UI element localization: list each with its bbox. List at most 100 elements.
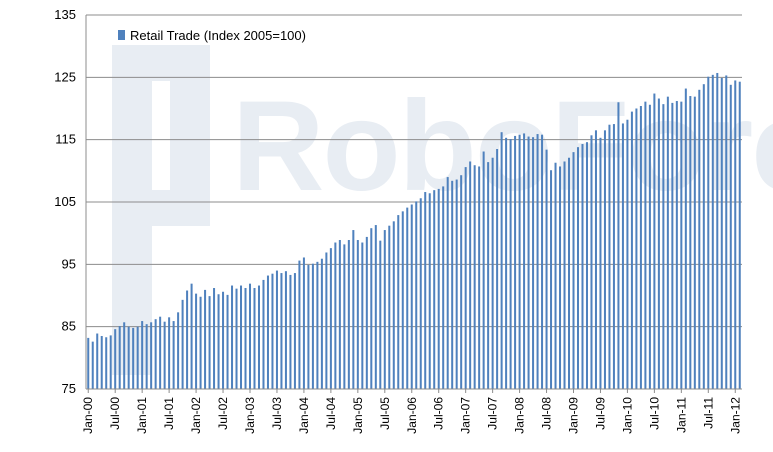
bar: [365, 236, 368, 389]
bar: [621, 123, 624, 390]
bar: [487, 162, 490, 389]
x-tick-label: Jan-11: [674, 397, 688, 433]
bar: [590, 135, 593, 389]
bar: [253, 288, 256, 389]
bar: [460, 175, 463, 389]
bar: [563, 161, 566, 389]
bar: [478, 166, 481, 389]
bar: [307, 264, 310, 389]
bar: [635, 108, 638, 389]
bar: [550, 170, 553, 389]
bar: [136, 326, 139, 389]
bar: [536, 134, 539, 389]
bar: [568, 157, 571, 389]
bar: [109, 335, 112, 389]
bar: [271, 273, 274, 389]
bar: [163, 321, 166, 389]
y-tick-label: 85: [62, 319, 76, 334]
x-tick-label: Jan-01: [135, 397, 149, 434]
bar: [181, 299, 184, 389]
bar: [518, 134, 521, 389]
bar: [217, 294, 220, 389]
bar: [716, 72, 719, 389]
bar: [311, 263, 314, 389]
bar: [428, 193, 431, 389]
bar: [208, 296, 211, 389]
bar: [630, 111, 633, 390]
bar: [653, 93, 656, 389]
bar: [383, 230, 386, 389]
bar: [145, 324, 148, 389]
bar: [406, 207, 409, 389]
bar: [338, 240, 341, 389]
bar: [720, 77, 723, 390]
bar: [500, 132, 503, 389]
bar: [352, 230, 355, 389]
bars: [87, 72, 741, 390]
bar: [698, 89, 701, 390]
bar: [419, 198, 422, 389]
bar: [356, 240, 359, 389]
bar: [401, 211, 404, 389]
bar: [594, 130, 597, 389]
y-tick-label: 75: [62, 381, 76, 396]
bar: [361, 242, 364, 389]
bar: [424, 192, 427, 389]
legend-swatch: [118, 30, 125, 40]
bar: [213, 288, 216, 389]
bar: [275, 270, 278, 389]
bar: [289, 274, 292, 389]
bar: [545, 149, 548, 389]
bar: [648, 104, 651, 389]
bar: [572, 152, 575, 389]
y-axis: 75 85 95 105 115 125 135: [54, 7, 87, 396]
bar: [392, 221, 395, 389]
bar: [244, 288, 247, 389]
bar: [172, 321, 175, 389]
bar: [190, 283, 193, 389]
bar: [684, 88, 687, 390]
bar: [689, 96, 692, 389]
bar: [509, 139, 512, 389]
y-tick-label: 135: [54, 7, 76, 22]
bar: [199, 296, 202, 389]
bar: [186, 290, 189, 389]
bar: [379, 240, 382, 389]
bar: [293, 273, 296, 389]
bar: [141, 321, 144, 389]
x-tick-label: Jul-10: [647, 397, 661, 430]
bar: [91, 341, 94, 389]
bar: [473, 165, 476, 389]
bar: [415, 201, 418, 389]
x-tick-label: Jul-06: [432, 397, 446, 430]
bar: [626, 119, 629, 389]
bar: [559, 166, 562, 389]
bar: [320, 258, 323, 389]
x-tick-label: Jul-11: [701, 397, 715, 429]
bar: [262, 279, 265, 389]
bar: [248, 283, 252, 389]
bar: [433, 190, 436, 389]
bar: [284, 271, 287, 389]
x-tick-label: Jan-10: [620, 397, 634, 434]
x-tick-label: Jan-09: [567, 397, 581, 434]
x-tick-label: Jan-07: [459, 397, 473, 434]
x-tick-label: Jan-06: [405, 397, 419, 434]
bar: [464, 167, 467, 389]
bar: [707, 76, 710, 390]
bar: [455, 179, 458, 389]
bar: [168, 317, 171, 389]
bar: [581, 144, 584, 389]
bar: [235, 288, 238, 389]
x-tick-label: Jan-02: [189, 397, 203, 434]
bar: [334, 242, 337, 389]
bar: [298, 260, 301, 389]
bar: [514, 135, 517, 389]
bar: [702, 84, 705, 389]
bar: [240, 285, 243, 389]
bar: [662, 104, 665, 389]
bar: [612, 124, 615, 389]
bar: [523, 133, 526, 389]
x-tick-label: Jan-08: [513, 397, 527, 434]
